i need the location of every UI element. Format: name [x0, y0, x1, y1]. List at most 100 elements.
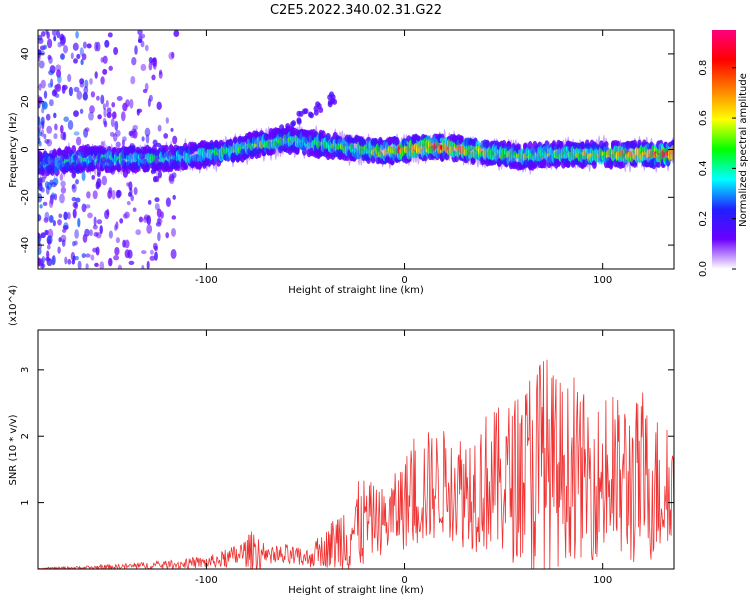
spectrogram-cell [64, 161, 70, 170]
spectrogram-cell [128, 181, 133, 191]
spectrogram-cell [75, 178, 79, 185]
spectrogram-cell [142, 88, 148, 94]
spectrogram-cell [458, 135, 464, 142]
spectrogram-cell [57, 75, 62, 84]
spectrogram-cell [140, 63, 147, 72]
spectrogram-cell [128, 130, 134, 137]
spectrogram-cell [110, 117, 115, 128]
spectrogram-cell [141, 250, 147, 255]
spectrogram-cell [113, 47, 119, 55]
spectrogram-xtick-label: 100 [593, 275, 612, 286]
spectrogram-cell [527, 141, 533, 150]
spectrogram-cell [111, 101, 116, 108]
spectrogram-cell [100, 156, 107, 164]
spectrogram-cell [53, 133, 58, 140]
spectrogram-cell [134, 45, 138, 55]
spectrogram-cell [138, 216, 144, 223]
spectrogram-cell [144, 44, 149, 52]
spectrogram-cell [47, 82, 53, 88]
spectrogram-cell [88, 111, 94, 121]
spectrogram-cell [444, 153, 450, 161]
spectrogram-cell [60, 154, 64, 161]
spectrogram-cell [106, 111, 112, 119]
spectrogram-cell [266, 133, 272, 140]
spectrogram-cell [485, 139, 490, 149]
spectrogram-cell [136, 108, 143, 113]
spectrogram-cell [59, 37, 66, 47]
spectrogram-cell [90, 91, 96, 98]
spectrogram-cell [43, 217, 49, 223]
snr-ytick-label: 3 [20, 367, 31, 373]
spectrogram-cell [61, 167, 66, 173]
spectrogram-xtick-label: -100 [195, 275, 218, 286]
spectrogram-cell [115, 141, 121, 148]
spectrogram-cell [122, 168, 129, 178]
spectrogram-cell [168, 175, 175, 185]
spectrogram-cell [63, 116, 69, 122]
spectrogram-cell [122, 136, 127, 142]
spectrogram-cell [332, 98, 338, 105]
spectrogram-cell [114, 120, 119, 131]
colorbar-bar [712, 30, 736, 269]
spectrogram-ytick-label: -40 [20, 237, 31, 253]
spectrogram-cell [89, 78, 93, 85]
spectrogram-ytick-label: 0 [20, 146, 31, 152]
snr-xtick-label: -100 [195, 575, 218, 586]
spectrogram-cell [108, 230, 113, 239]
spectrogram-cells [38, 30, 674, 269]
figure-title: C2E5.2022.340.02.31.G22 [270, 3, 442, 18]
spectrogram-cell [81, 161, 87, 167]
spectrogram-cell [49, 99, 54, 107]
spectrogram-cell [619, 139, 622, 168]
spectrogram-cell [75, 197, 81, 203]
spectrogram-cell [111, 111, 117, 120]
spectrogram-cell [416, 136, 421, 142]
spectrogram-cell [171, 228, 176, 237]
spectrogram-cell [72, 42, 79, 51]
spectrogram-cell [148, 94, 153, 102]
spectrogram-cell [96, 95, 100, 101]
spectrogram-cell [77, 217, 81, 228]
colorbar-tick-label: 0.8 [698, 60, 709, 76]
snr-multiplier: (x10^4) [8, 285, 19, 326]
spectrogram-cell [112, 146, 119, 156]
spectrogram-cell [109, 165, 116, 175]
spectrogram-ytick-label: 40 [20, 48, 31, 61]
spectrogram-cell [316, 103, 322, 109]
spectrogram-cell [72, 208, 77, 219]
spectrogram-cell [91, 159, 95, 169]
spectrogram-cell [626, 145, 629, 168]
spectrogram-cell [74, 229, 79, 239]
spectrogram-cell [41, 101, 48, 110]
spectrogram-cell [51, 256, 55, 266]
spectrogram-cell [100, 140, 105, 148]
spectrogram-cell [530, 147, 535, 154]
spectrogram-cell [72, 201, 78, 208]
spectrogram-cell [102, 55, 108, 64]
spectrogram-cell [152, 139, 158, 146]
colorbar-tick-label: 0.2 [698, 211, 709, 227]
spectrogram-cell [165, 197, 171, 208]
spectrogram-cell [82, 92, 88, 101]
spectrogram-cell [94, 71, 98, 79]
spectrogram-cell [46, 125, 53, 134]
spectrogram-ylabel: Frequency (Hz) [8, 112, 19, 188]
spectrogram-cell [46, 244, 51, 250]
spectrogram-cell [414, 137, 418, 164]
spectrogram-cell [59, 173, 64, 181]
spectrogram-cell [61, 84, 66, 94]
spectrogram-cell [62, 225, 69, 230]
spectrogram-cell [128, 260, 135, 265]
spectrogram-cell [164, 144, 169, 152]
spectrogram-cell [580, 141, 585, 150]
spectrogram-cell [148, 56, 153, 64]
spectrogram-cell [615, 140, 621, 147]
spectrogram-cell [79, 78, 85, 85]
spectrogram-cell [85, 253, 91, 258]
colorbar-tick-label: 0.0 [698, 261, 709, 277]
spectrogram-cell [61, 239, 66, 247]
spectrogram-cell [93, 149, 99, 155]
spectrogram-cell [73, 110, 79, 117]
colorbar: 0.0 0.2 0.4 0.6 0.8 Normalized spectral ampl… [698, 30, 749, 277]
